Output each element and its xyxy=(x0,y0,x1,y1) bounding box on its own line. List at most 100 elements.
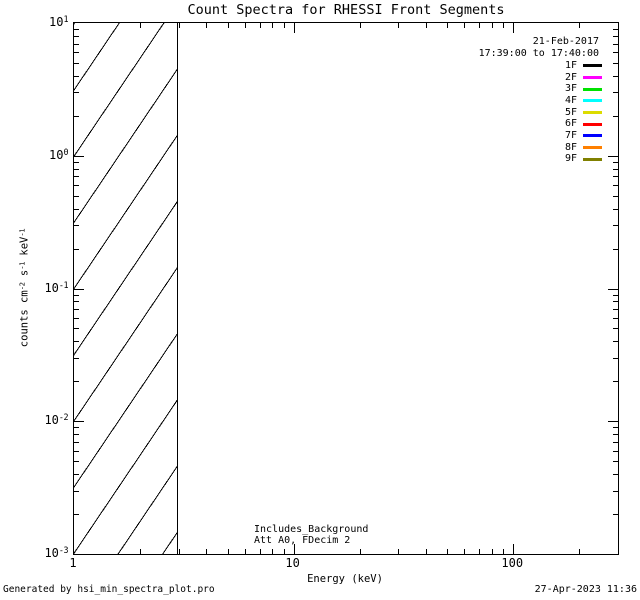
y-tick-label: 10-1 xyxy=(44,279,68,295)
legend-entry: 1F xyxy=(565,60,602,72)
y-axis-minor-tick xyxy=(613,52,618,54)
y-axis-minor-tick xyxy=(613,450,618,452)
legend-entry-label: 5F xyxy=(564,106,577,118)
y-axis-minor-tick xyxy=(74,208,79,210)
y-axis-minor-tick xyxy=(613,317,618,319)
legend-entry: 2F xyxy=(565,72,602,84)
y-axis-minor-tick xyxy=(74,75,79,77)
y-axis-minor-tick xyxy=(74,474,79,476)
y-axis-minor-tick xyxy=(74,294,79,296)
x-axis-minor-tick xyxy=(398,23,400,28)
legend-color-swatch xyxy=(583,157,602,161)
y-axis-minor-tick xyxy=(613,43,618,45)
x-axis-minor-tick xyxy=(579,549,581,554)
legend-entry: 4F xyxy=(565,95,602,107)
x-axis-minor-tick xyxy=(464,23,466,28)
legend-entry-label: 1F xyxy=(564,59,577,71)
y-axis-minor-tick xyxy=(74,309,79,311)
background-note: Includes_Background xyxy=(254,524,369,535)
generated-by-text: Generated by hsi_min_spectra_plot.pro xyxy=(3,584,215,595)
y-axis-minor-tick xyxy=(74,328,79,330)
x-axis-major-tick xyxy=(293,544,295,554)
y-axis-label-part: keV xyxy=(18,236,31,262)
y-axis-minor-tick xyxy=(613,441,618,443)
y-axis-major-tick xyxy=(608,288,618,290)
y-axis-minor-tick xyxy=(74,176,79,178)
y-axis-minor-tick xyxy=(74,357,79,359)
x-axis-minor-tick xyxy=(579,23,581,28)
x-axis-major-tick xyxy=(513,23,515,33)
y-axis-minor-tick xyxy=(74,52,79,54)
y-axis-minor-tick xyxy=(613,294,618,296)
x-axis-minor-tick xyxy=(244,549,246,554)
legend-date: 21-Feb-2017 xyxy=(532,36,599,47)
plot-area: Includes_Background Att A0, FDecim 2 xyxy=(73,22,619,555)
y-axis-minor-tick xyxy=(613,357,618,359)
y-axis-label: counts cm-2 s-1 keV-1 xyxy=(17,229,30,347)
y-axis-minor-tick xyxy=(613,309,618,311)
legend-entry: 6F xyxy=(565,118,602,130)
y-axis-minor-tick xyxy=(613,301,618,303)
x-axis-minor-tick xyxy=(206,23,208,28)
x-axis-minor-tick xyxy=(359,549,361,554)
x-tick-label: 100 xyxy=(501,556,524,570)
x-axis-minor-tick xyxy=(178,549,180,554)
legend: 1F 2F 3F 4F 5F 6F 7F 8F 9F xyxy=(565,60,602,165)
legend-entry-label: 3F xyxy=(564,83,577,95)
x-axis-major-tick xyxy=(513,544,515,554)
hatched-no-data-region xyxy=(74,23,178,554)
y-axis-minor-tick xyxy=(613,75,618,77)
x-axis-minor-tick xyxy=(140,23,142,28)
x-axis-minor-tick xyxy=(283,549,285,554)
y-axis-minor-tick xyxy=(613,62,618,64)
x-axis-label: Energy (keV) xyxy=(307,573,383,585)
y-axis-minor-tick xyxy=(613,461,618,463)
y-axis-minor-tick xyxy=(613,185,618,187)
y-axis-minor-tick xyxy=(613,92,618,94)
x-axis-minor-tick xyxy=(425,549,427,554)
legend-entry-label: 8F xyxy=(564,141,577,153)
x-axis-minor-tick xyxy=(259,23,261,28)
legend-color-swatch xyxy=(583,87,602,91)
y-axis-minor-tick xyxy=(74,434,79,436)
chart-title: Count Spectra for RHESSI Front Segments xyxy=(187,2,505,18)
legend-color-swatch xyxy=(583,146,602,150)
y-axis-minor-tick xyxy=(613,35,618,37)
x-axis-minor-tick xyxy=(447,549,449,554)
y-axis-major-tick xyxy=(74,288,84,290)
legend-color-swatch xyxy=(583,111,602,115)
legend-color-swatch xyxy=(583,99,602,103)
legend-color-swatch xyxy=(583,76,602,80)
x-axis-minor-tick xyxy=(425,23,427,28)
legend-entry: 7F xyxy=(565,130,602,142)
x-axis-minor-tick xyxy=(447,23,449,28)
y-axis-minor-tick xyxy=(613,248,618,250)
legend-entry: 8F xyxy=(565,142,602,154)
legend-entry-label: 6F xyxy=(564,118,577,130)
y-axis-major-tick xyxy=(608,155,618,157)
x-axis-minor-tick xyxy=(259,549,261,554)
legend-entry: 3F xyxy=(565,83,602,95)
x-axis-minor-tick xyxy=(227,549,229,554)
x-axis-minor-tick xyxy=(503,549,505,554)
x-axis-minor-tick xyxy=(272,549,274,554)
y-axis-label-part: counts cm xyxy=(18,290,31,348)
y-axis-label-part: -2 xyxy=(17,282,27,291)
x-tick-label: 10 xyxy=(285,556,300,570)
y-axis-minor-tick xyxy=(74,225,79,227)
y-axis-minor-tick xyxy=(613,161,618,163)
legend-entry: 5F xyxy=(565,107,602,119)
y-axis-minor-tick xyxy=(613,434,618,436)
x-axis-minor-tick xyxy=(503,23,505,28)
y-axis-minor-tick xyxy=(613,381,618,383)
y-axis-minor-tick xyxy=(74,168,79,170)
x-axis-minor-tick xyxy=(491,23,493,28)
y-axis-minor-tick xyxy=(613,341,618,343)
x-tick-label: 1 xyxy=(69,556,77,570)
x-axis-minor-tick xyxy=(283,23,285,28)
x-axis-minor-tick xyxy=(206,549,208,554)
y-axis-minor-tick xyxy=(74,441,79,443)
x-axis-major-tick xyxy=(293,23,295,33)
y-axis-major-tick xyxy=(74,155,84,157)
y-axis-minor-tick xyxy=(74,514,79,516)
